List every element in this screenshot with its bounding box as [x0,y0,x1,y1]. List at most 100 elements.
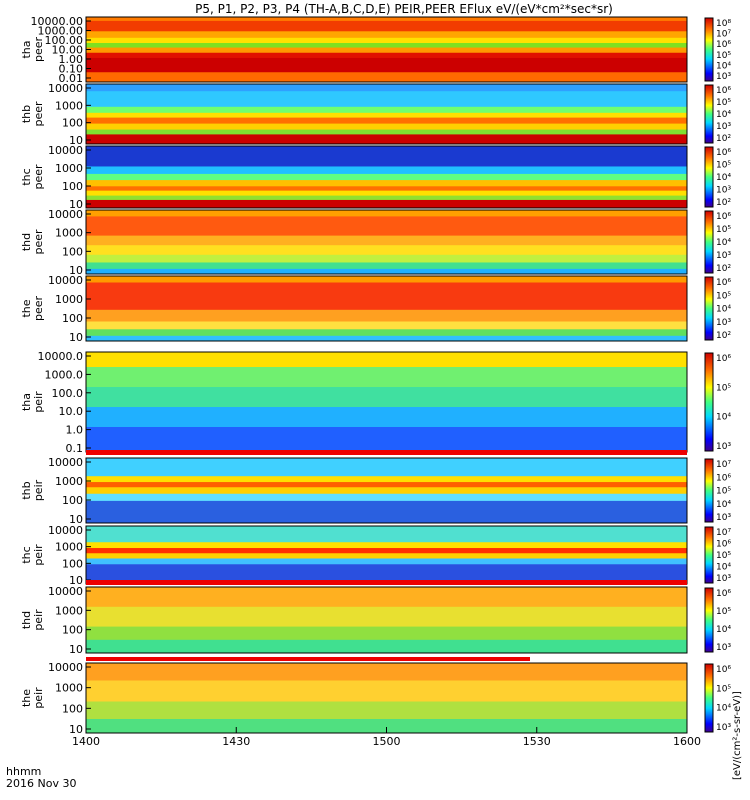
spectrogram-panel: 10000 1000 100 10 thd peir 10⁶ 10⁵ 10⁴ 10³ [20,585,731,656]
colorbar-tick-label: 10³ [716,513,731,523]
spectrogram-band [86,43,687,48]
colorbar-tick-label: 10³ [716,318,731,328]
panel-y-label: thb [20,481,33,499]
colorbar-tick-label: 10² [716,331,731,341]
data-dropout-strip [86,657,530,661]
spectrogram-band [86,639,687,654]
y-tick-label: 100.00 [45,34,84,47]
y-tick-label: 1000 [55,293,83,306]
y-tick-label: 0.01 [59,72,84,85]
colorbar-tick-label: 10⁶ [716,589,731,599]
spectrogram-band [86,564,687,585]
spectrogram-band [86,262,687,270]
x-tick-label: 1400 [72,735,100,748]
y-tick-label: 1000.0 [45,368,84,381]
spectrogram-band [86,680,687,702]
y-tick-label: 0.1 [66,442,84,455]
colorbar-tick-label: 10² [716,264,731,274]
y-tick-label: 10000 [48,144,83,157]
spectrogram-band [86,500,687,524]
colorbar-tick-label: 10⁵ [716,551,731,561]
spectrogram-band [86,91,687,108]
y-tick-label: 100 [62,245,83,258]
spectrogram-band [86,173,687,181]
colorbar-tick-label: 10⁶ [716,278,731,288]
spectrogram-band [86,216,687,236]
spectrogram-panel: 10000 1000 100 10 thb peer 10⁶ 10⁵ 10⁴ 10³ 10² [20,82,731,147]
spectrogram-band [86,558,687,565]
colorbar-tick-label: 10⁶ [716,86,731,96]
panel-y-label: peir [32,609,45,631]
spectrogram-band [86,112,687,118]
y-tick-label: 100 [62,117,83,130]
y-tick-label: 1000 [55,475,83,488]
colorbar-tick-label: 10⁵ [716,487,731,497]
colorbar-tick-label: 10³ [716,122,731,132]
panel-y-label: thc [20,546,33,563]
spectrogram-band [86,329,687,337]
x-corner-label-line1: hhmm [6,765,41,778]
y-tick-label: 100 [62,557,83,570]
colorbar-tick-label: 10⁶ [716,540,731,550]
spectrogram-band [86,321,687,330]
colorbar [704,587,714,653]
panel-y-label: peir [32,544,45,566]
spectrogram-band [86,309,687,322]
spectrogram-band [86,166,687,175]
colorbar-tick-label: 10⁵ [716,98,731,108]
colorbar-tick-label: 10⁷ [716,30,731,40]
y-tick-label: 1000 [55,541,83,554]
panel-y-label: thd [20,233,33,251]
colorbar-tick-label: 10⁴ [716,110,731,120]
spectrogram-panel: 10000.0 1000.0 100.0 10.0 1.0 0.1 tha peir 10⁶ 10… [20,350,731,455]
spectrogram-band [86,47,687,54]
panel-y-label: peir [32,687,45,709]
colorbar-tick-label: 10⁵ [716,291,731,301]
spectrogram-band [86,180,687,187]
spectrogram-band [86,335,687,342]
spectrogram-band [86,367,687,388]
panel-y-label: thc [20,168,33,185]
panel-frame [85,145,688,209]
panel-y-label: peir [32,391,45,413]
y-tick-label: 10 [69,264,83,277]
spectrogram-band [86,72,687,83]
spectrogram-band [86,663,687,681]
spectrogram-band [86,31,687,39]
spectrogram-band [86,276,687,283]
spectrogram-band [86,52,687,59]
y-tick-label: 10000 [48,585,83,598]
colorbar-tick-label: 10⁶ [716,473,731,483]
spectrogram-panel: 10000 1000 100 10 thc peer 10⁶ 10⁵ 10⁴ 10³ 10² [20,144,731,211]
y-tick-label: 10000 [48,456,83,469]
colorbar [704,17,714,82]
colorbar-tick-label: 10⁶ [716,354,731,364]
spectrogram-band [86,254,687,263]
spectrogram-band [86,487,687,495]
colorbar-tick-label: 10³ [716,186,731,196]
spectrogram-band [86,387,687,408]
panel-frame [85,83,688,145]
colorbar-tick-label: 10⁴ [716,704,731,714]
spectrogram-band [86,407,687,428]
panel-frame [85,586,688,654]
panel-y-label: the [20,299,33,317]
spectrogram-band [86,352,687,368]
spectrogram-band [86,199,687,209]
x-corner-label-line2: 2016 Nov 30 [6,777,76,790]
spectrogram-band [86,210,687,217]
colorbar-tick-label: 10⁴ [716,238,731,248]
colorbar-tick-label: 10⁴ [716,625,731,635]
panel-y-label: peer [32,164,45,190]
y-tick-label: 100.0 [52,387,84,400]
panel-y-label: peir [32,479,45,501]
spectrogram-panel: 10000 1000 100 10 the peir 10⁶ 10⁵ 10⁴ 10³ [20,661,731,736]
panel-frame [85,275,688,342]
y-tick-label: 1000 [55,604,83,617]
colorbar-tick-label: 10⁶ [716,665,731,675]
spectrogram-band [86,626,687,641]
spectrogram-band [86,195,687,201]
